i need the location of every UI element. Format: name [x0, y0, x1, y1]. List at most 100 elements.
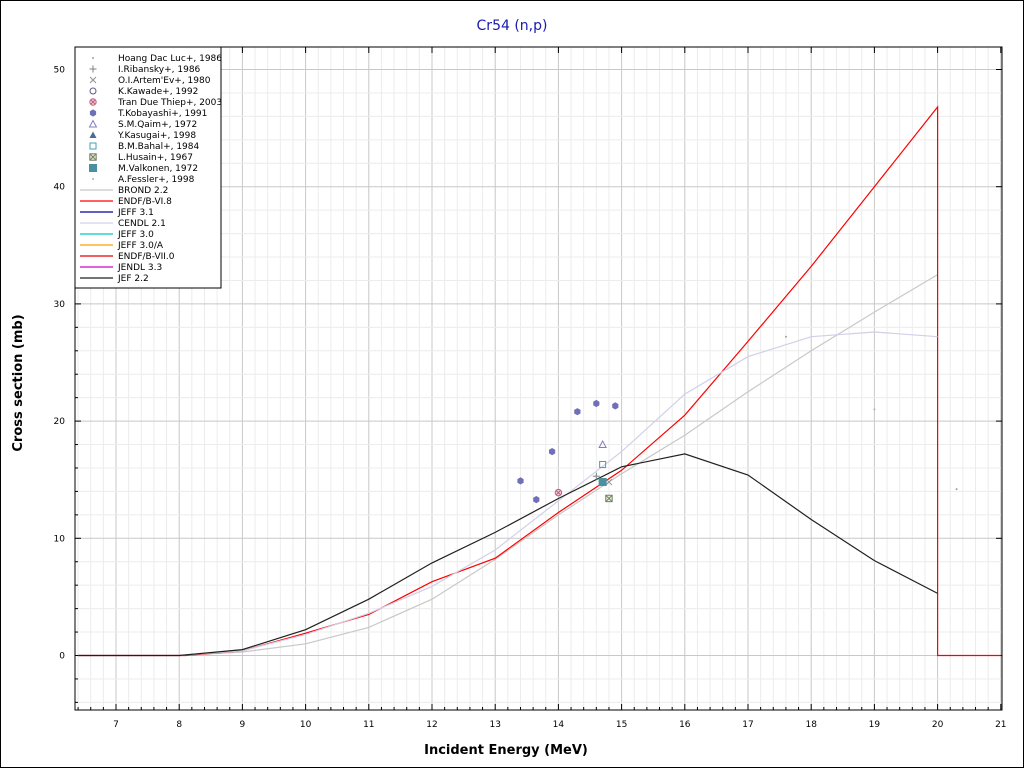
data-point-square: [89, 164, 97, 172]
x-tick-label: 15: [616, 720, 627, 730]
data-point: [92, 178, 94, 180]
data-point-square: [599, 460, 607, 468]
legend-item: A.Fessler+, 1998: [92, 175, 195, 185]
legend-item: L.Husain+, 1967: [89, 153, 193, 163]
legend-label: JEFF 3.0: [117, 230, 154, 240]
x-tick-label: 20: [932, 720, 944, 730]
data-point-stroke: [556, 490, 561, 495]
legend-item: O.I.Artem'Ev+, 1980: [89, 76, 211, 86]
data-point: [593, 399, 600, 408]
legend-label: JENDL 3.3: [117, 263, 162, 273]
x-axis-label: Incident Energy (MeV): [424, 743, 588, 758]
data-point-hexagon: [89, 109, 97, 117]
data-point: [88, 119, 98, 128]
points-layer: [517, 335, 958, 504]
x-tick-label: 9: [240, 720, 246, 730]
legend-label: S.M.Qaim+, 1972: [118, 120, 197, 130]
legend-box: [74, 46, 222, 289]
y-tick-label: 0: [59, 652, 65, 662]
data-point: [89, 153, 97, 161]
data-point: [574, 408, 581, 416]
legend-item: K.Kawade+, 1992: [89, 87, 198, 97]
data-point-triangle: [598, 439, 607, 449]
data-point: [598, 478, 607, 487]
data-point-stroke: [89, 76, 97, 84]
data-point-square: [598, 478, 607, 487]
x-tick-label: 13: [489, 720, 500, 730]
data-point-hexagon: [612, 402, 619, 410]
legend-label: CENDL 2.1: [118, 219, 166, 229]
data-point-dot: [92, 57, 94, 59]
ticks: 7 8 9 10 11 12 13 14 15 16 17 18 19 20 21 0 10 20 30 40 50: [54, 47, 1007, 730]
legend-label: Tran Due Thiep+, 2003: [117, 98, 222, 108]
x-tick-label: 19: [869, 720, 881, 730]
data-point-dot: [955, 488, 958, 491]
data-point: [533, 496, 540, 504]
series-line: [78, 453, 938, 657]
series-line: [78, 331, 938, 657]
chart-title: Cr54 (n,p): [477, 18, 548, 34]
legend-label: T.Kobayashi+, 1991: [117, 109, 207, 119]
x-tick-label: 14: [553, 720, 565, 730]
data-point: [873, 408, 876, 411]
legend-label: A.Fessler+, 1998: [118, 175, 195, 185]
plot-area-border: [74, 46, 1003, 711]
legend-label: JEFF 3.1: [117, 208, 154, 218]
data-point: [955, 488, 958, 491]
data-point-dot: [784, 335, 787, 338]
data-point: [612, 402, 619, 410]
legend-item: Y.Kasugai+, 1998: [89, 131, 196, 141]
x-tick-label: 16: [679, 720, 691, 730]
y-tick-label: 20: [54, 417, 66, 427]
data-point: [92, 57, 94, 59]
y-tick-label: 40: [54, 183, 66, 193]
x-tick-label: 12: [426, 720, 437, 730]
data-point: [89, 109, 97, 117]
data-point-hexagon: [517, 477, 524, 485]
legend-item: M.Valkonen, 1972: [89, 164, 198, 174]
legend-label: M.Valkonen, 1972: [118, 164, 198, 174]
y-tick-label: 10: [54, 534, 66, 544]
data-point: [784, 335, 787, 338]
legend-item: JEF 2.2: [80, 274, 149, 284]
data-point: [592, 472, 600, 480]
data-point-triangle: [89, 131, 97, 138]
x-tick-label: 17: [742, 720, 753, 730]
data-point-stroke: [89, 153, 97, 161]
data-point-square: [89, 142, 97, 150]
data-point: [89, 98, 97, 106]
data-point-triangle: [88, 119, 98, 128]
data-point-hexagon: [533, 496, 540, 504]
y-tick-label: 30: [54, 300, 66, 310]
data-point: [599, 460, 607, 468]
data-point: [517, 477, 524, 485]
legend-item: Tran Due Thiep+, 2003: [89, 98, 222, 108]
legend-item: S.M.Qaim+, 1972: [88, 119, 197, 130]
y-tick-label: 50: [54, 66, 66, 76]
legend-label: I.Ribansky+, 1986: [118, 65, 201, 75]
legend-item: B.M.Bahal+, 1984: [89, 142, 200, 152]
legend-label: BROND 2.2: [118, 186, 168, 196]
y-axis-label: Cross section (mb): [11, 314, 26, 451]
legend-label: JEF 2.2: [117, 274, 149, 284]
data-point-stroke: [90, 99, 96, 105]
data-point: [549, 448, 556, 456]
data-point-dot: [92, 178, 94, 180]
legend-item: JEFF 3.0: [80, 230, 154, 240]
legend-item: Hoang Dac Luc+, 1986: [92, 54, 222, 64]
legend-label: ENDF/B-VI.8: [118, 197, 172, 207]
data-point: [89, 65, 97, 73]
data-point-hexagon: [549, 448, 556, 456]
legend-label: JEFF 3.0/A: [117, 241, 164, 251]
legend-item: JEFF 3.1: [80, 208, 154, 218]
x-tick-label: 18: [805, 720, 817, 730]
series-layer: [78, 105, 1001, 657]
legend-item: BROND 2.2: [80, 186, 168, 196]
data-point: [89, 76, 97, 84]
legend-item: T.Kobayashi+, 1991: [89, 109, 207, 119]
data-point-hexagon: [574, 408, 581, 416]
series-line: [78, 274, 938, 657]
data-point-stroke: [605, 478, 613, 486]
